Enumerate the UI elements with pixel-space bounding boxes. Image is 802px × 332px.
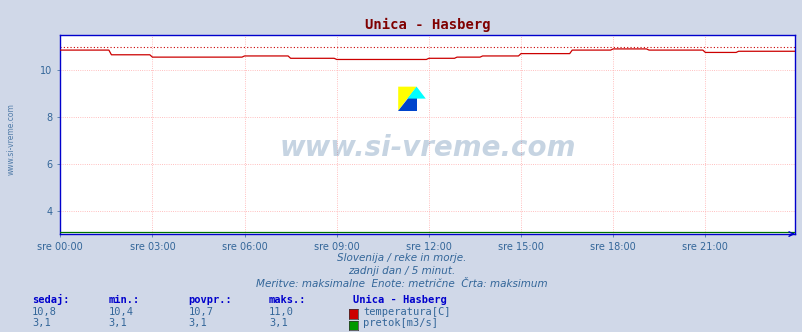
Text: povpr.:: povpr.: xyxy=(188,295,232,305)
Text: sedaj:: sedaj: xyxy=(32,294,70,305)
Text: 10,4: 10,4 xyxy=(108,307,133,317)
Text: pretok[m3/s]: pretok[m3/s] xyxy=(363,318,437,328)
Polygon shape xyxy=(398,87,416,111)
Text: 3,1: 3,1 xyxy=(269,318,287,328)
Text: 3,1: 3,1 xyxy=(108,318,127,328)
Text: Slovenija / reke in morje.: Slovenija / reke in morje. xyxy=(336,253,466,263)
Text: Meritve: maksimalne  Enote: metrične  Črta: maksimum: Meritve: maksimalne Enote: metrične Črta… xyxy=(255,279,547,289)
Text: 3,1: 3,1 xyxy=(188,318,207,328)
Text: min.:: min.: xyxy=(108,295,140,305)
Text: www.si-vreme.com: www.si-vreme.com xyxy=(6,104,15,175)
Polygon shape xyxy=(398,87,416,111)
Text: 3,1: 3,1 xyxy=(32,318,51,328)
Title: Unica - Hasberg: Unica - Hasberg xyxy=(364,18,490,32)
Text: 11,0: 11,0 xyxy=(269,307,294,317)
Text: www.si-vreme.com: www.si-vreme.com xyxy=(279,134,575,162)
Text: maks.:: maks.: xyxy=(269,295,306,305)
Text: 10,8: 10,8 xyxy=(32,307,57,317)
Text: zadnji dan / 5 minut.: zadnji dan / 5 minut. xyxy=(347,266,455,276)
Text: temperatura[C]: temperatura[C] xyxy=(363,307,450,317)
Text: 10,7: 10,7 xyxy=(188,307,213,317)
Polygon shape xyxy=(407,87,425,99)
Text: Unica - Hasberg: Unica - Hasberg xyxy=(353,295,447,305)
